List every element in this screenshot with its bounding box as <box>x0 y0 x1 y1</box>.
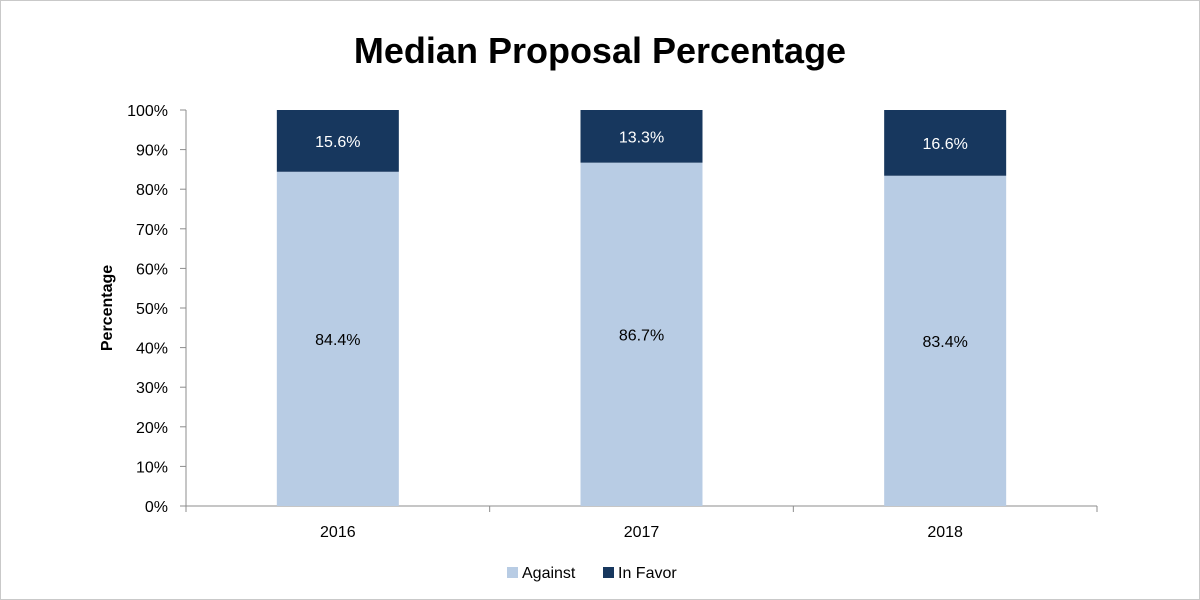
axes-group: 0% 10% 20% 30% 40% 50% 60% 70% 80% 90% 100% Percent… <box>99 103 1098 541</box>
y-tick-label: 30% <box>136 380 168 397</box>
y-tick-label: 50% <box>136 301 168 318</box>
legend-label: Against <box>522 565 576 582</box>
bars-group <box>276 110 1007 506</box>
y-tick-label: 20% <box>136 420 168 437</box>
y-tick-label: 80% <box>136 182 168 199</box>
legend-swatch-against <box>507 567 518 578</box>
bar-against-2018 <box>884 175 1007 506</box>
legend-swatch-in-favor <box>603 567 614 578</box>
legend-label: In Favor <box>618 565 677 582</box>
y-axis-title: Percentage <box>99 265 116 351</box>
bar-in-favor-2018 <box>884 110 1007 176</box>
bar-in-favor-2016 <box>276 110 399 172</box>
bar-in-favor-2017 <box>580 110 703 163</box>
data-label: 84.4% <box>315 332 360 349</box>
bar-against-2017 <box>580 162 703 506</box>
y-tick-label: 100% <box>127 103 168 120</box>
y-tick-label: 90% <box>136 143 168 160</box>
data-label: 15.6% <box>315 134 360 151</box>
x-tick-label: 2017 <box>624 524 660 541</box>
y-tick-label: 70% <box>136 222 168 239</box>
data-label: 86.7% <box>619 327 664 344</box>
x-tick-label: 2018 <box>927 524 963 541</box>
data-label: 16.6% <box>922 136 967 153</box>
legend: Against In Favor <box>507 565 677 582</box>
data-label: 83.4% <box>922 334 967 351</box>
data-label: 13.3% <box>619 129 664 146</box>
y-tick-label: 40% <box>136 341 168 358</box>
x-tick-label: 2016 <box>320 524 356 541</box>
y-tick-label: 10% <box>136 459 168 476</box>
y-tick-label: 60% <box>136 261 168 278</box>
bar-against-2016 <box>276 171 399 506</box>
labels-group: 84.4% 15.6% 86.7% 13.3% 83.4% 16.6% <box>315 129 968 351</box>
chart-title: Median Proposal Percentage <box>353 30 847 71</box>
y-tick-label: 0% <box>145 499 168 516</box>
